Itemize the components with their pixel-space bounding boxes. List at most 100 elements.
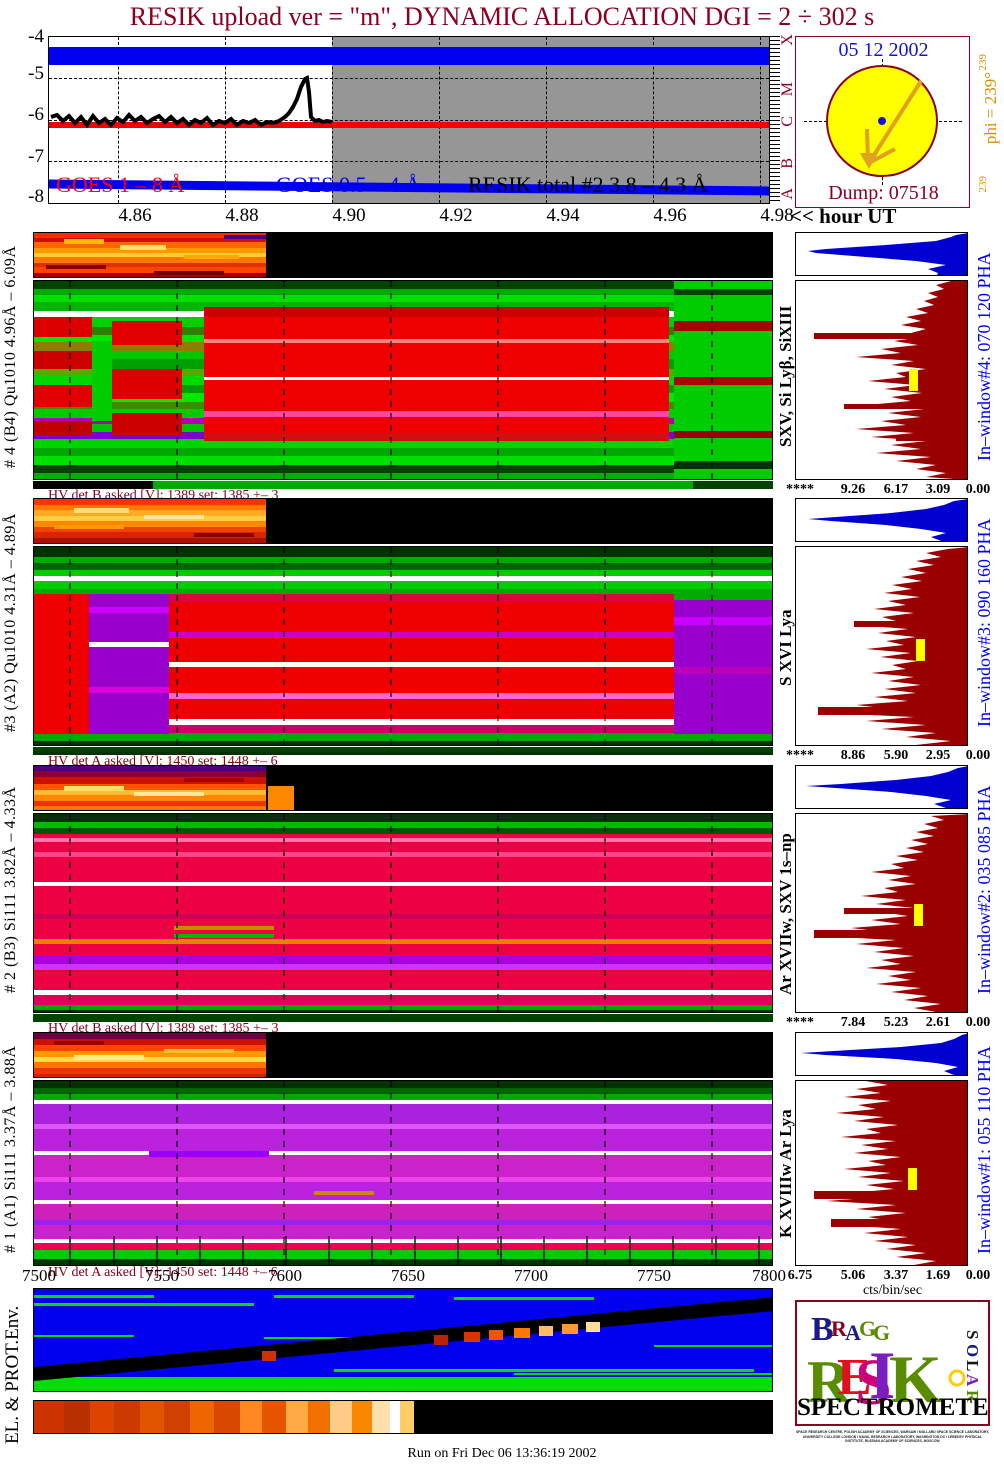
svg-text:B: B	[811, 1311, 834, 1348]
bot-xtick-5: 7750	[637, 1266, 671, 1285]
cts-bin-sec-label: cts/bin/sec	[862, 1283, 923, 1298]
window-4-spectrogram[interactable]	[33, 280, 773, 480]
svg-text:G: G	[859, 1316, 876, 1341]
goes-gridline-m7	[49, 161, 769, 162]
svg-text:R: R	[963, 1390, 982, 1403]
window-1-spectrogram[interactable]	[33, 1080, 773, 1266]
logo-institutions-text: SPACE RESEARCH CENTRE, POLISH ACADEMY OF…	[795, 1430, 990, 1444]
window-4-status-bar	[33, 481, 773, 489]
resik-logo: B R A G G R E S I K S O L A R SPECTROMET…	[795, 1300, 990, 1426]
window-2-pha-strip[interactable]	[33, 765, 773, 811]
window-3-hist-axis: **** 8.86 5.90 2.95 0.00	[778, 748, 990, 764]
window-3-energy-histogram[interactable]	[795, 546, 968, 746]
goes-vgrid-4	[546, 37, 547, 203]
w2-ax4: 0.00	[965, 1015, 991, 1030]
goes-vgrid-2	[332, 37, 333, 203]
goes-vgrid-5	[653, 37, 654, 203]
w4-ax0: ****	[786, 482, 814, 497]
w3-ax4: 0.00	[965, 748, 991, 763]
w3-ax0: ****	[786, 748, 814, 763]
svg-text:E: E	[837, 1349, 872, 1406]
svg-text:K: K	[889, 1341, 942, 1417]
window-2-status-bar	[33, 1014, 773, 1022]
goes-x-axis-caption: << hour UT	[790, 204, 897, 228]
w2-ax1: 7.84	[840, 1015, 866, 1030]
window-3-block: #3 (A2) Qu1010 4.31Å – 4.89Å	[0, 498, 1004, 769]
resik-total-trace	[50, 74, 333, 129]
goes-gridline-m6	[49, 120, 769, 121]
window-1-pha-strip[interactable]	[33, 1032, 773, 1078]
window-2-energy-histogram[interactable]	[795, 813, 968, 1013]
window-1-marker	[908, 1168, 917, 1190]
phi-angle-label: phi = 239°	[981, 72, 1000, 145]
disk-center-marker	[878, 117, 886, 125]
goes-y-axis: -4 -5 -6 -7 -8	[0, 26, 48, 207]
window-4-energy-histogram[interactable]	[795, 280, 968, 480]
window-4-title: In–window#4: 070 120 PHA	[974, 252, 994, 462]
window-3-marker	[916, 639, 925, 661]
window-1-left-label: # 1 (A1) Si111 3.37Å – 3.88Å	[2, 1045, 19, 1254]
window-2-pha-histogram[interactable]	[795, 765, 968, 809]
window-3-spectrogram[interactable]	[33, 546, 773, 746]
window-4-pha-histogram[interactable]	[795, 232, 968, 276]
window-3-pha-histogram[interactable]	[795, 498, 968, 542]
window-3-status-bar	[33, 747, 773, 755]
window-2-left-label: # 2 (B3) Si111 3.82Å – 4.33Å	[2, 786, 19, 994]
flare-class-x: X	[779, 34, 796, 46]
window-2-hist-axis: **** 7.84 5.23 2.61 0.00	[778, 1015, 990, 1031]
window-1-title: In–window#1: 055 110 PHA	[974, 1046, 994, 1254]
flare-class-c: C	[779, 116, 796, 127]
goes-ytick-3: -7	[28, 146, 44, 167]
goes-vgrid-3	[439, 37, 440, 203]
elprot-panel[interactable]	[33, 1288, 773, 1392]
window-2-spectrogram[interactable]	[33, 813, 773, 1013]
w3-ax3: 2.95	[925, 748, 951, 763]
svg-text:L: L	[963, 1360, 982, 1371]
svg-text:O: O	[963, 1344, 982, 1357]
sun-disk-panel[interactable]: 05 12 2002 Dump: 07518	[795, 36, 970, 208]
window-2-title: In–window#2: 035 085 PHA	[974, 785, 994, 995]
window-3-left-label: #3 (A2) Qu1010 4.31Å – 4.89Å	[2, 513, 19, 733]
logo-spectrometer-text: SPECTROMETER	[797, 1394, 990, 1421]
goes-x-axis: 4.86 4.88 4.90 4.92 4.94 4.96 4.98	[48, 205, 793, 229]
w3-ax2: 5.90	[883, 748, 909, 763]
goes-ytick-0: -4	[28, 26, 44, 47]
flare-class-a: A	[779, 188, 796, 200]
bot-xtick-2: 7600	[268, 1266, 302, 1285]
bottom-x-axis: 7500 7550 7600 7650 7700 7750 7800	[22, 1266, 786, 1288]
window-1-hist-axis: 6.75 5.06 3.37 1.69 0.00	[778, 1268, 991, 1284]
phi-top-value: 239	[977, 54, 989, 71]
goes-flare-class-labels: X M C B A	[779, 34, 796, 206]
svg-text:A: A	[963, 1374, 982, 1387]
goes-ytick-2: -6	[28, 104, 44, 125]
window-4-left-label: # 4 (B4) Qu1010 4.96Å – 6.09Å	[2, 245, 19, 469]
phi-bottom-value: 239	[977, 176, 989, 193]
flare-class-m: M	[779, 82, 796, 97]
w4-ax2: 6.17	[883, 482, 909, 497]
w4-ax4: 0.00	[965, 482, 991, 497]
w2-ax0: ****	[786, 1015, 814, 1030]
elprot-label: EL. & PROT.Env.	[2, 1305, 23, 1445]
svg-text:S: S	[963, 1330, 982, 1339]
svg-text:A: A	[845, 1320, 861, 1345]
window-4-pha-strip[interactable]	[33, 232, 773, 278]
bot-xtick-4: 7700	[514, 1266, 548, 1285]
window-1-block: # 1 (A1) Si111 3.37Å – 3.88Å	[0, 1032, 1004, 1283]
window-1-pha-histogram[interactable]	[795, 1032, 968, 1076]
window-1-energy-histogram[interactable]	[795, 1080, 968, 1266]
goes-xtick-5: 4.96	[653, 205, 687, 226]
phi-angle-column: 239 phi = 239° 239	[972, 36, 1002, 208]
window-3-pha-strip[interactable]	[33, 498, 773, 544]
window-1-hv-text: HV det A asked [V]: 1450 set: 1448 +– 6	[48, 1265, 278, 1280]
elprot-colorbar[interactable]	[33, 1400, 773, 1434]
page-title: RESIK upload ver = "m", DYNAMIC ALLOCATI…	[129, 2, 875, 31]
goes-flux-panel[interactable]	[48, 36, 770, 204]
bot-xtick-3: 7650	[391, 1266, 425, 1285]
flare-class-b: B	[779, 158, 796, 169]
window-2-marker	[914, 904, 923, 926]
goes-xtick-6: 4.98	[760, 205, 794, 226]
pointing-vector-icon	[860, 79, 923, 169]
w1-ax1: 5.06	[840, 1268, 866, 1283]
window-4-hist-axis: **** 9.26 6.17 3.09 0.00	[778, 482, 990, 498]
